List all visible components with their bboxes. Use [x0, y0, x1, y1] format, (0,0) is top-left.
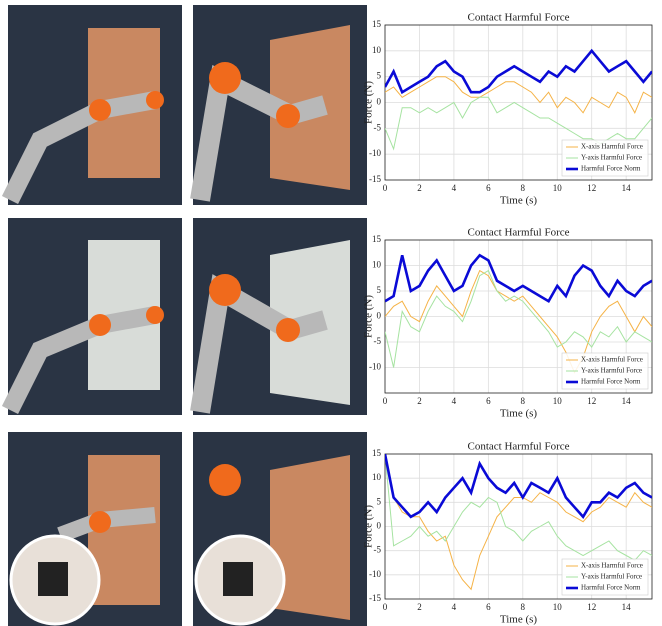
y-tick-label: -5 — [374, 336, 382, 346]
y-axis-label: Force (N) — [363, 505, 375, 548]
page: {"chart_data": [ {"type": "line", "title… — [0, 0, 662, 626]
figure: -15 -10 -5 0 5 10 15 0 2 4 6 8 10 12 14 Contact Harmful… — [0, 0, 662, 626]
line-series — [385, 77, 652, 113]
x-tick-label: 2 — [417, 183, 422, 193]
x-tick-label: 14 — [622, 183, 632, 193]
legend-label: Y-axis Harmful Force — [581, 154, 642, 162]
legend-label: Y-axis Harmful Force — [581, 573, 642, 581]
x-tick-label: 8 — [521, 183, 526, 193]
legend-label: X-axis Harmful Force — [581, 356, 643, 364]
y-tick-label: 0 — [377, 521, 382, 531]
x-tick-label: 10 — [553, 602, 563, 612]
force-gauge — [38, 562, 68, 596]
force-gauge — [223, 562, 253, 596]
y-tick-label: 5 — [377, 285, 382, 295]
chart-title: Contact Harmful Force — [467, 227, 569, 239]
legend-label: Harmful Force Norm — [581, 165, 641, 173]
y-tick-label: -10 — [369, 362, 381, 372]
y-axis-label: Force (N) — [363, 295, 375, 338]
y-tick-label: 5 — [377, 71, 382, 81]
y-tick-label: 5 — [377, 496, 382, 506]
robot-joint — [209, 62, 241, 94]
legend-label: X-axis Harmful Force — [581, 562, 643, 570]
y-tick-label: 0 — [377, 97, 382, 107]
chart-title: Contact Harmful Force — [467, 441, 569, 453]
x-tick-label: 14 — [622, 602, 632, 612]
robot-joint — [209, 464, 241, 496]
robot-joint — [89, 99, 111, 121]
chart-title: Contact Harmful Force — [467, 12, 569, 24]
y-tick-label: 15 — [372, 448, 382, 458]
robot-joint — [146, 91, 164, 109]
x-tick-label: 8 — [521, 396, 526, 406]
robot-joint — [276, 318, 300, 342]
x-tick-label: 6 — [486, 602, 491, 612]
x-tick-label: 6 — [486, 183, 491, 193]
robot-joint — [209, 274, 241, 306]
x-tick-label: 4 — [452, 396, 457, 406]
x-tick-label: 0 — [383, 183, 388, 193]
x-tick-label: 12 — [587, 602, 596, 612]
x-tick-label: 4 — [452, 602, 457, 612]
y-tick-label: 10 — [372, 260, 382, 270]
legend-label: X-axis Harmful Force — [581, 143, 643, 151]
x-tick-label: 0 — [383, 396, 388, 406]
robot-joint — [276, 104, 300, 128]
x-tick-label: 6 — [486, 396, 491, 406]
y-tick-label: 10 — [372, 45, 382, 55]
x-tick-label: 4 — [452, 183, 457, 193]
x-tick-label: 0 — [383, 602, 388, 612]
y-tick-label: 10 — [372, 472, 382, 482]
line-series — [385, 454, 652, 517]
legend-label: Harmful Force Norm — [581, 584, 641, 592]
x-tick-label: 8 — [521, 602, 526, 612]
x-axis-label: Time (s) — [500, 408, 538, 420]
x-tick-label: 10 — [553, 183, 563, 193]
robot-joint — [89, 314, 111, 336]
x-tick-label: 12 — [587, 396, 596, 406]
x-tick-label: 2 — [417, 396, 422, 406]
y-tick-label: -15 — [369, 593, 381, 603]
y-tick-label: -10 — [369, 148, 381, 158]
x-tick-label: 14 — [622, 396, 632, 406]
legend-label: Y-axis Harmful Force — [581, 367, 642, 375]
line-series — [385, 51, 652, 92]
y-tick-label: -15 — [369, 174, 381, 184]
x-tick-label: 12 — [587, 183, 596, 193]
x-tick-label: 2 — [417, 602, 422, 612]
y-tick-label: 15 — [372, 234, 382, 244]
legend-label: Harmful Force Norm — [581, 378, 641, 386]
photos — [8, 5, 367, 626]
x-axis-label: Time (s) — [500, 614, 538, 626]
line-series — [385, 255, 652, 301]
y-tick-label: 15 — [372, 19, 382, 29]
robot-joint — [146, 306, 164, 324]
y-tick-label: -5 — [374, 545, 382, 555]
x-tick-label: 10 — [553, 396, 563, 406]
robot-joint — [89, 511, 111, 533]
x-axis-label: Time (s) — [500, 195, 538, 207]
y-axis-label: Force (N) — [363, 81, 375, 124]
y-tick-label: -10 — [369, 569, 381, 579]
y-tick-label: 0 — [377, 311, 382, 321]
y-tick-label: -5 — [374, 122, 382, 132]
